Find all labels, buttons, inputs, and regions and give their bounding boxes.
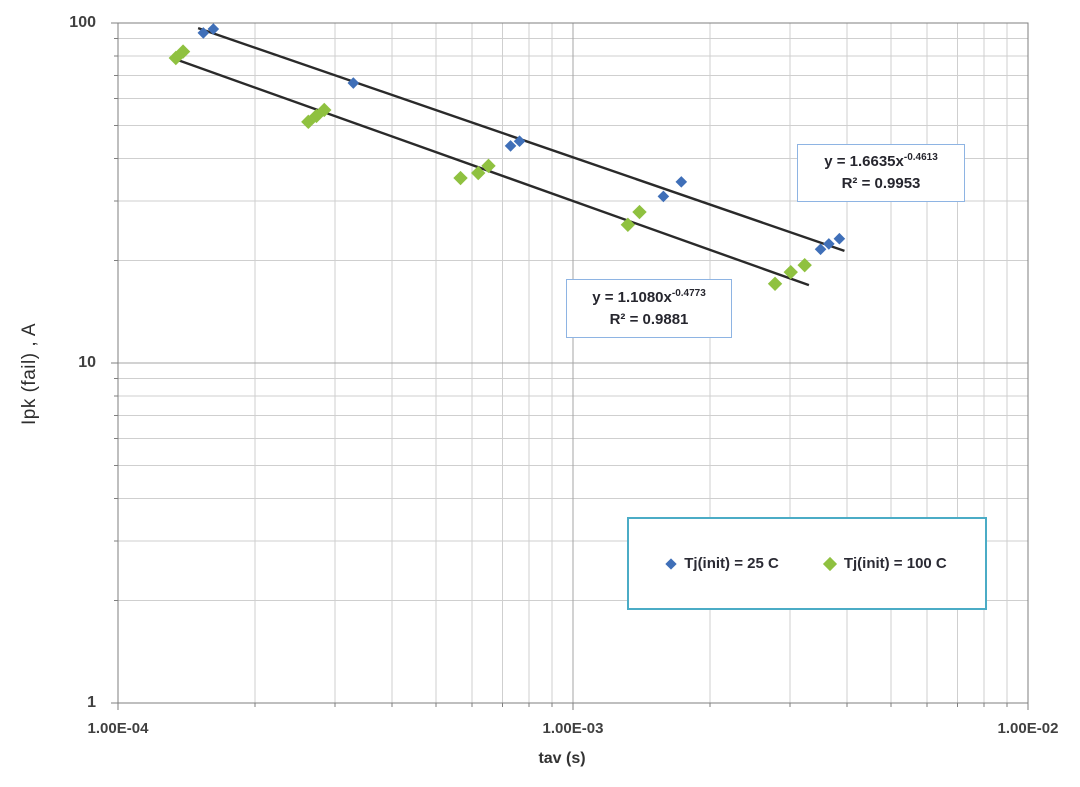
y-tick-10: 10 xyxy=(78,354,96,371)
y-tick-100: 100 xyxy=(69,14,96,31)
legend-item-100c: Tj(init) = 100 C xyxy=(822,555,947,572)
x-axis-title: tav (s) xyxy=(538,750,586,767)
y-axis-title: Ipk (fail) , A xyxy=(19,322,40,426)
equation-line: y = 1.1080x-0.4773 xyxy=(592,287,706,306)
equation-line: y = 1.6635x-0.4613 xyxy=(824,152,938,171)
r-squared-line: R² = 0.9881 xyxy=(609,310,689,328)
diamond-marker-icon xyxy=(822,556,837,571)
equation-exponent: -0.4773 xyxy=(671,287,706,299)
legend-item-25c: Tj(init) = 25 C xyxy=(665,555,779,572)
r-squared-line: R² = 0.9953 xyxy=(841,175,921,192)
legend-label: Tj(init) = 25 C xyxy=(684,555,779,572)
trendline-label-100c: y = 1.1080x-0.4773 R² = 0.9881 xyxy=(566,279,732,338)
legend: Tj(init) = 25 C Tj(init) = 100 C xyxy=(627,517,987,610)
x-tick-1e-2: 1.00E-02 xyxy=(997,720,1059,737)
legend-label: Tj(init) = 100 C xyxy=(843,555,947,572)
y-tick-1: 1 xyxy=(87,694,96,711)
x-tick-1e-3: 1.00E-03 xyxy=(542,720,604,737)
trendline-label-25c: y = 1.6635x-0.4613 R² = 0.9953 xyxy=(797,144,965,202)
equation-exponent: -0.4613 xyxy=(903,152,938,164)
x-tick-1e-4: 1.00E-04 xyxy=(87,720,149,737)
diamond-marker-icon xyxy=(665,557,677,570)
